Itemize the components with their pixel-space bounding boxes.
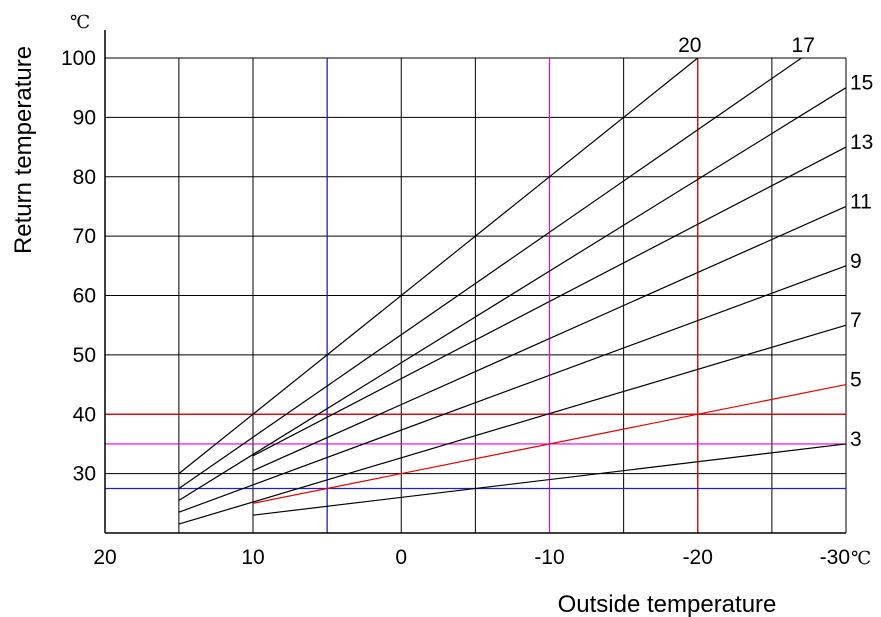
y-tick-label-80: 80 xyxy=(73,166,96,189)
curve-label-13: 13 xyxy=(850,131,873,154)
curve-labels: 20 17 15 13 11 9 7 5 3 xyxy=(678,34,873,451)
series-lines xyxy=(178,57,847,525)
x-tick-label-10: 10 xyxy=(241,546,264,569)
y-tick-label-60: 60 xyxy=(73,285,96,308)
x-tick-label-20: 20 xyxy=(93,546,116,569)
x-tick-label-0: 0 xyxy=(395,546,407,569)
curve-7 xyxy=(178,324,847,525)
curve-17 xyxy=(178,57,802,489)
y-tick-label-70: 70 xyxy=(73,225,96,248)
y-tick-label-50: 50 xyxy=(73,344,96,367)
curve-5 xyxy=(252,383,847,504)
x-axis-title: Outside temperature xyxy=(558,591,777,617)
x-unit-label: ℃ xyxy=(851,548,871,569)
y-tick-label-100: 100 xyxy=(61,47,96,70)
reference-lines xyxy=(105,58,846,533)
y-tick-label-40: 40 xyxy=(73,403,96,426)
y-tick-label-90: 90 xyxy=(73,106,96,129)
curve-label-5: 5 xyxy=(850,369,862,392)
curve-20 xyxy=(178,57,699,475)
curve-13 xyxy=(252,146,847,457)
curve-11 xyxy=(252,205,847,472)
y-tick-label-30: 30 xyxy=(73,463,96,486)
curve-label-7: 7 xyxy=(850,309,862,332)
curve-label-11: 11 xyxy=(850,190,872,213)
curve-label-9: 9 xyxy=(850,250,862,273)
axes xyxy=(104,30,846,534)
x-tick-label--10: -10 xyxy=(534,546,564,569)
curve-label-20: 20 xyxy=(678,34,701,57)
curve-15 xyxy=(178,87,847,501)
curve-label-17: 17 xyxy=(792,34,815,57)
grid xyxy=(105,57,847,533)
x-tick-label--20: -20 xyxy=(683,546,713,569)
y-axis-title: Return temperature xyxy=(10,46,37,254)
curve-3 xyxy=(252,443,847,516)
y-unit-label: ℃ xyxy=(70,12,90,33)
curve-9 xyxy=(178,265,847,513)
curve-label-3: 3 xyxy=(850,428,862,451)
x-tick-label--30: -30 xyxy=(820,546,850,569)
curve-label-15: 15 xyxy=(850,72,873,95)
